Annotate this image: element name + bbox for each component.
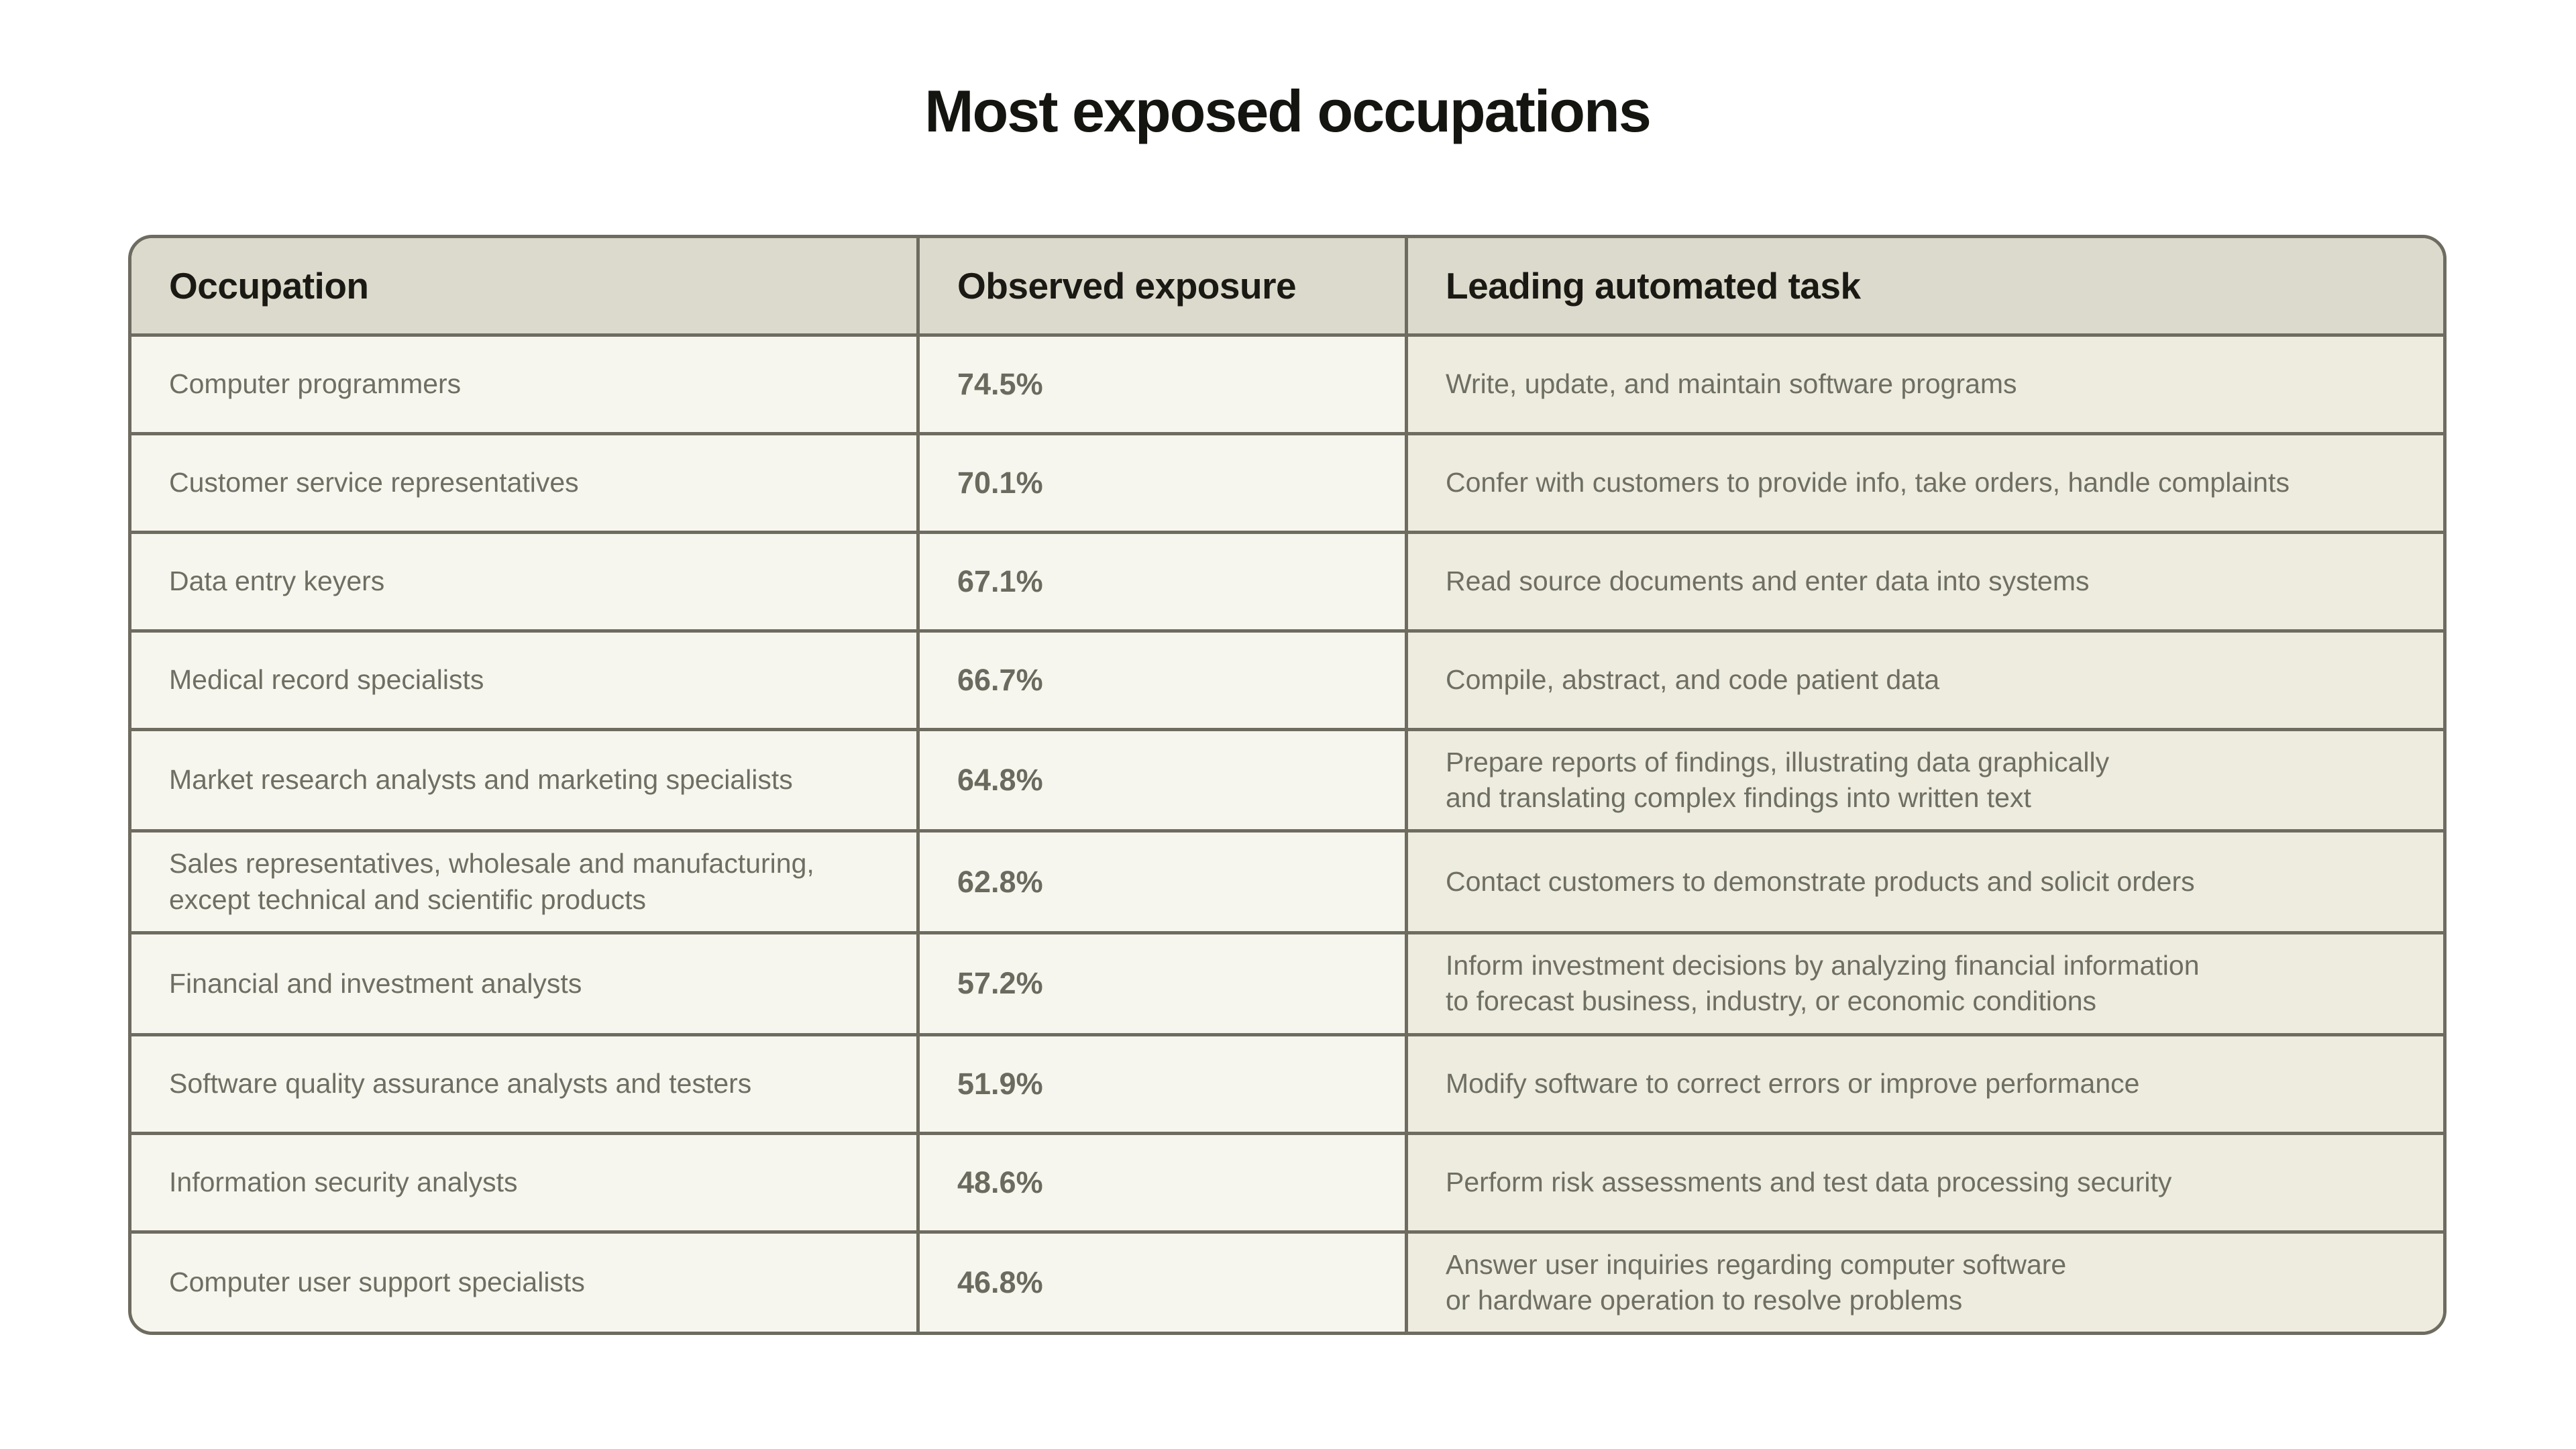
table-row: Software quality assurance analysts and …	[131, 1032, 2443, 1132]
exposure-cell: 64.8%	[916, 731, 1405, 830]
occupation-cell: Financial and investment analysts	[169, 967, 582, 999]
exposure-cell: 74.5%	[916, 336, 1405, 432]
exposure-cell: 46.8%	[916, 1233, 1405, 1332]
exposure-cell: 67.1%	[916, 533, 1405, 629]
exposure-cell: 48.6%	[916, 1134, 1405, 1230]
table-row: Sales representatives, wholesale and man…	[131, 829, 2443, 931]
exposure-table: Occupation Observed exposure Leading aut…	[128, 234, 2447, 1336]
task-cell: Confer with customers to provide info, t…	[1405, 435, 2443, 531]
task-cell: Answer user inquiries regarding computer…	[1405, 1233, 2443, 1332]
column-header-observed-exposure: Observed exposure	[916, 237, 1405, 333]
table-row: Market research analysts and marketing s…	[131, 727, 2443, 830]
task-cell: Read source documents and enter data int…	[1405, 533, 2443, 629]
table-row: Medical record specialists 66.7% Compile…	[131, 629, 2443, 728]
occupation-cell: Computer user support specialists	[169, 1267, 585, 1298]
occupation-cell: Software quality assurance analysts and …	[169, 1067, 752, 1099]
figure: Most exposed occupations Occupation Obse…	[128, 78, 2447, 1336]
task-cell: Compile, abstract, and code patient data	[1405, 632, 2443, 728]
exposure-cell: 70.1%	[916, 435, 1405, 531]
page-title: Most exposed occupations	[924, 78, 1652, 144]
table-header-row: Occupation Observed exposure Leading aut…	[131, 237, 2443, 333]
occupation-cell: Computer programmers	[169, 368, 462, 400]
task-cell: Inform investment decisions by analyzing…	[1405, 934, 2443, 1033]
table-row: Data entry keyers 67.1% Read source docu…	[131, 530, 2443, 629]
exposure-cell: 66.7%	[916, 632, 1405, 728]
occupation-cell: Sales representatives, wholesale and man…	[169, 848, 814, 915]
task-cell: Prepare reports of findings, illustratin…	[1405, 731, 2443, 830]
table-row: Financial and investment analysts 57.2% …	[131, 930, 2443, 1033]
task-cell: Contact customers to demonstrate product…	[1405, 833, 2443, 931]
column-header-occupation: Occupation	[169, 264, 369, 307]
table-row: Computer programmers 74.5% Write, update…	[131, 333, 2443, 432]
occupation-cell: Information security analysts	[169, 1166, 518, 1197]
task-cell: Modify software to correct errors or imp…	[1405, 1036, 2443, 1132]
table-row: Information security analysts 48.6% Perf…	[131, 1131, 2443, 1230]
table-row: Computer user support specialists 46.8% …	[131, 1230, 2443, 1332]
task-cell: Perform risk assessments and test data p…	[1405, 1134, 2443, 1230]
occupation-cell: Medical record specialists	[169, 664, 484, 696]
task-cell: Write, update, and maintain software pro…	[1405, 336, 2443, 432]
table-row: Customer service representatives 70.1% C…	[131, 431, 2443, 531]
occupation-cell: Customer service representatives	[169, 467, 579, 498]
occupation-cell: Market research analysts and marketing s…	[169, 764, 793, 796]
table-body: Computer programmers 74.5% Write, update…	[131, 333, 2443, 1332]
occupation-cell: Data entry keyers	[169, 566, 385, 597]
exposure-cell: 62.8%	[916, 833, 1405, 931]
exposure-cell: 57.2%	[916, 934, 1405, 1033]
column-header-leading-automated-task: Leading automated task	[1405, 237, 2443, 333]
exposure-cell: 51.9%	[916, 1036, 1405, 1132]
